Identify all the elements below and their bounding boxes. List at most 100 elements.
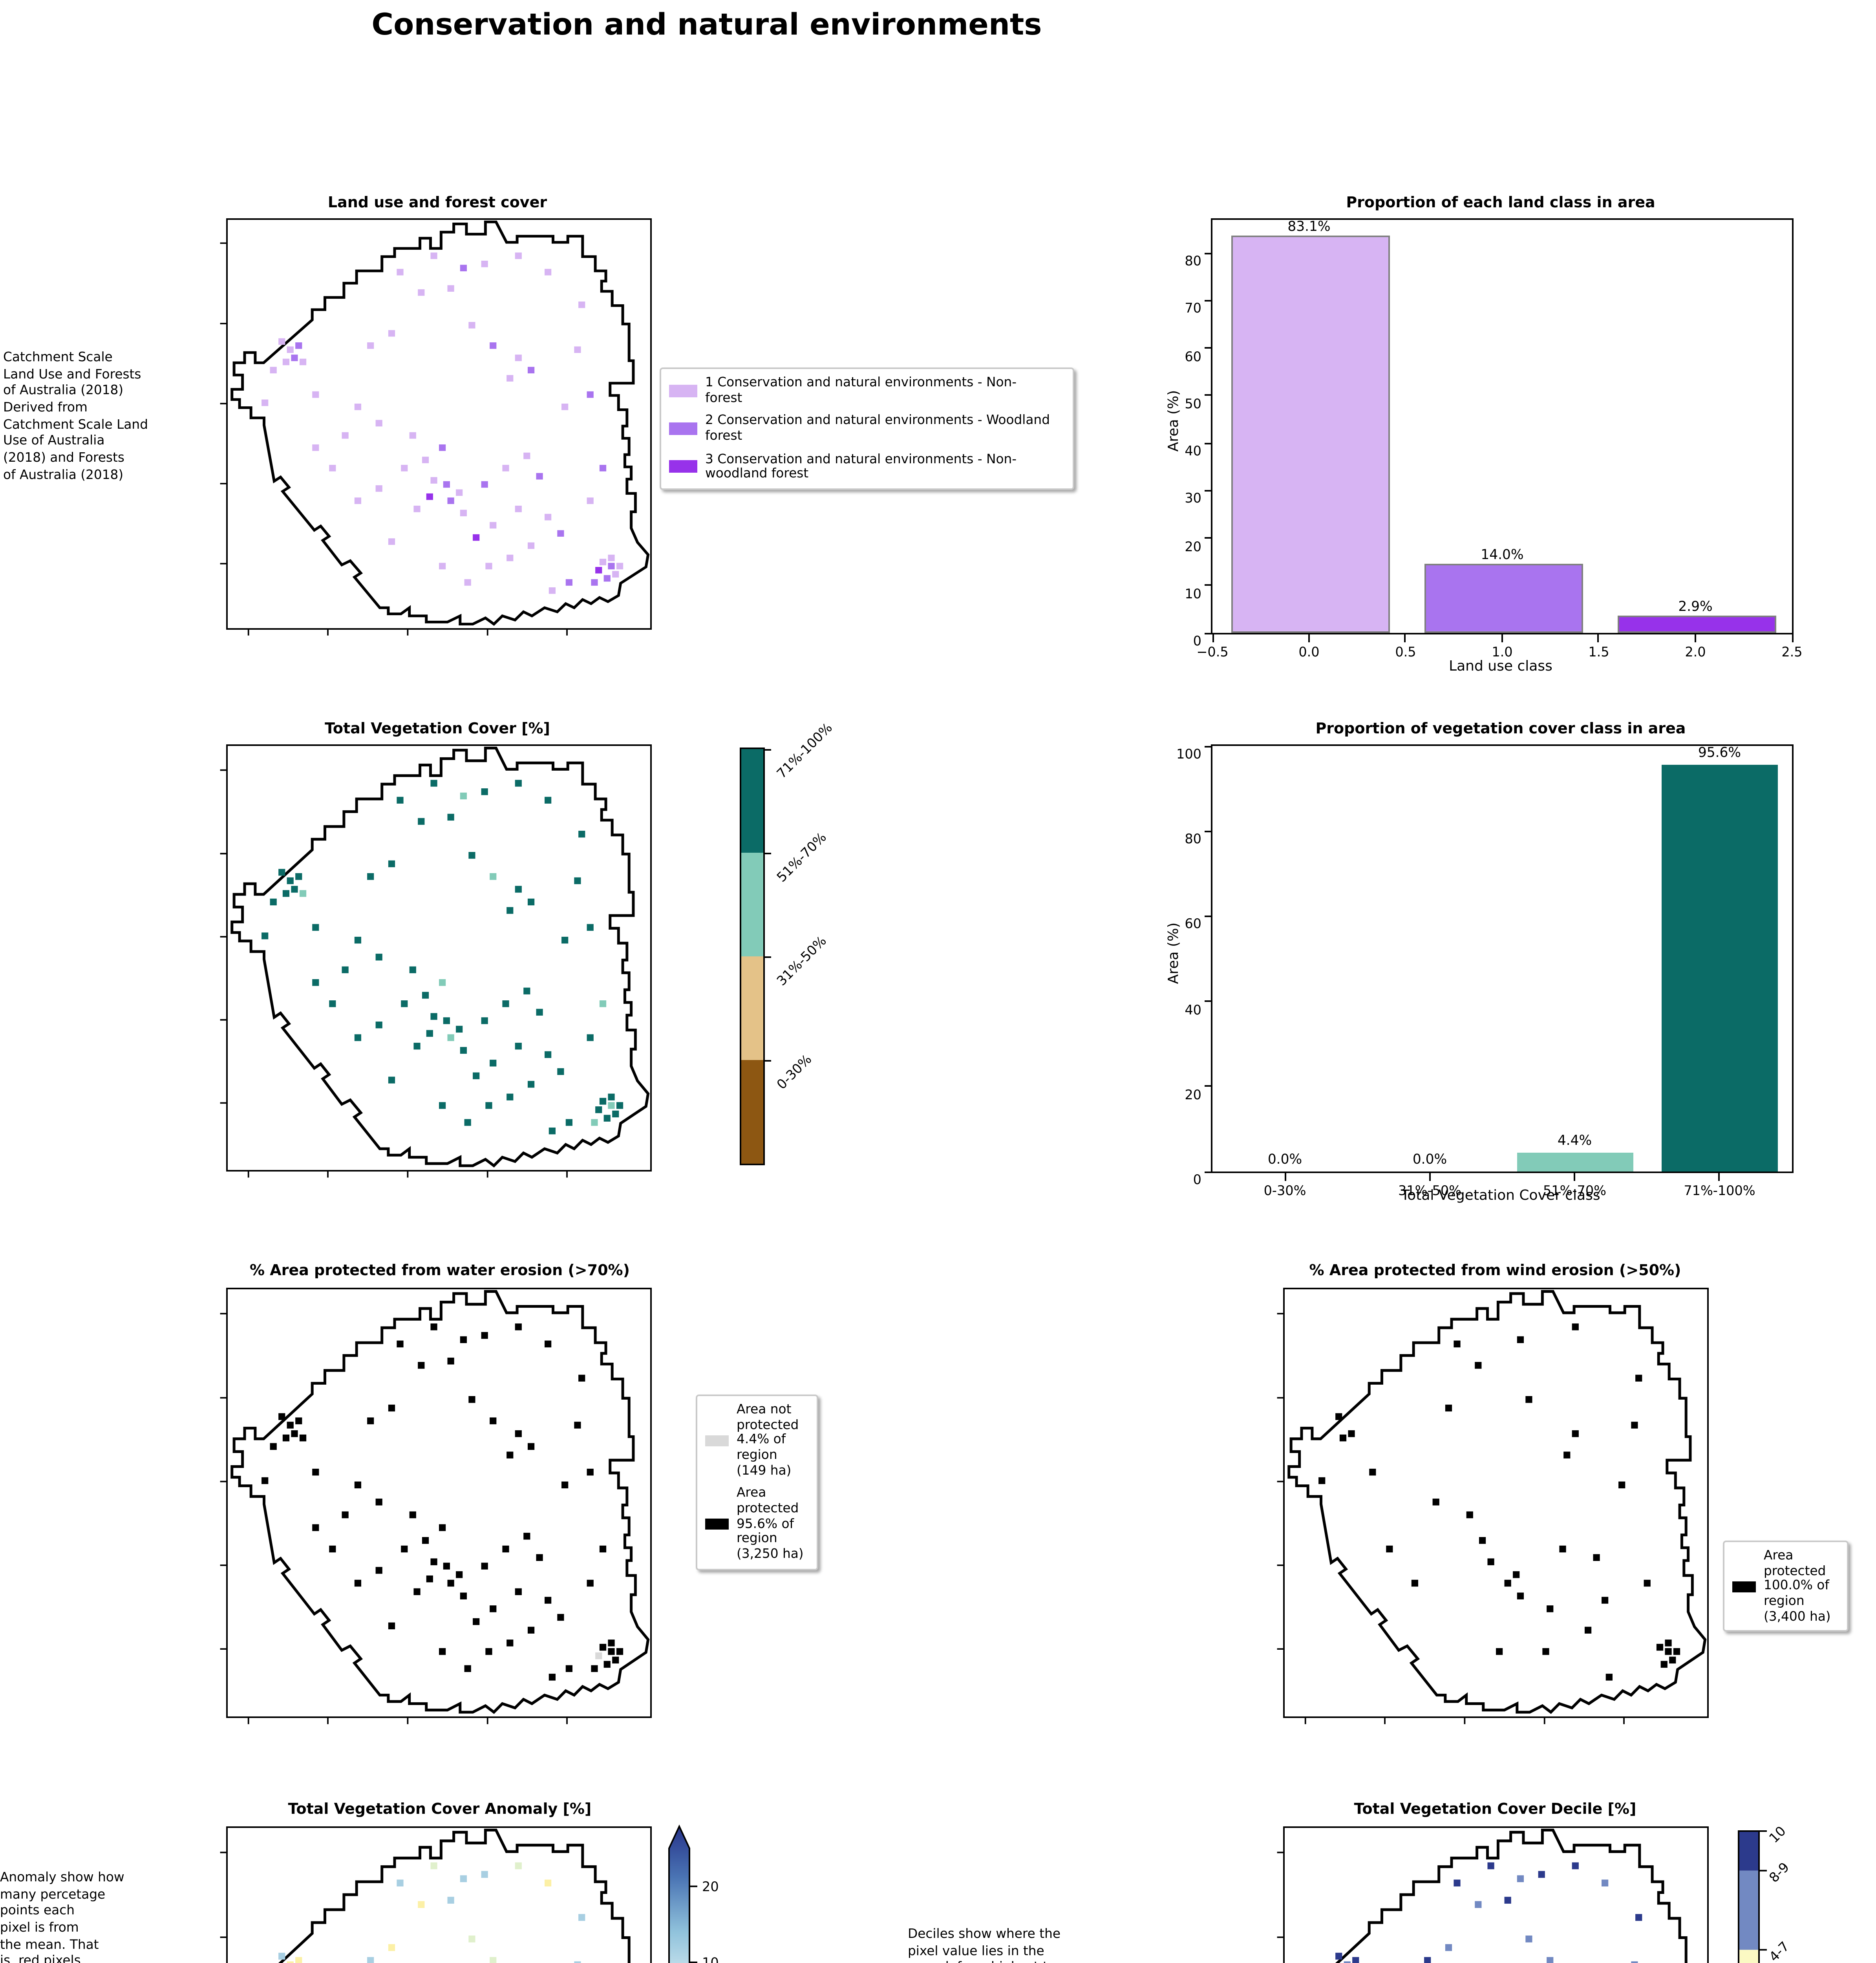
map-pixel xyxy=(375,1022,382,1029)
map-pixel xyxy=(1563,1451,1571,1459)
map-pixel xyxy=(468,1396,475,1403)
map-pixel xyxy=(460,1047,467,1054)
map-pixel xyxy=(464,1665,471,1672)
map-pixel xyxy=(485,1648,492,1655)
map-pixel xyxy=(616,563,624,570)
anomaly-map-title: Total Vegetation Cover Anomaly [%] xyxy=(288,1801,592,1819)
legend-label: 3 Conservation and natural environments … xyxy=(705,450,1017,481)
map-pixel xyxy=(502,1545,509,1553)
map-canvas xyxy=(1277,1828,1688,1963)
x-tick-label: 71%-100% xyxy=(1684,1183,1755,1198)
map-pixel xyxy=(599,1545,607,1553)
veg-map xyxy=(220,744,652,1178)
decile-note: Deciles show where the pixel value lies … xyxy=(908,1925,1061,1963)
map-pixel xyxy=(1386,1545,1393,1553)
legend-item: Area protected 100.0% of region (3,400 h… xyxy=(1732,1547,1839,1624)
colorbar-label: 0-30% xyxy=(773,1051,815,1093)
map-pixel xyxy=(523,1533,530,1540)
map-pixel xyxy=(278,338,285,345)
map-pixel xyxy=(312,979,319,986)
water-map-title: % Area protected from water erosion (>70… xyxy=(249,1263,630,1280)
map-pixel xyxy=(578,1914,585,1921)
map-pixel xyxy=(515,506,522,512)
map-pixel xyxy=(464,579,471,586)
map-pixel xyxy=(443,481,450,488)
map-pixel xyxy=(545,1340,552,1347)
map-pixel xyxy=(1454,1879,1461,1887)
map-pixel xyxy=(1487,1862,1494,1870)
map-pixel xyxy=(608,554,615,561)
legend-item: 2 Conservation and natural environments … xyxy=(669,412,1065,444)
bar-value-label: 14.0% xyxy=(1481,547,1524,563)
map-pixel xyxy=(481,788,488,795)
map-pixel xyxy=(603,575,611,582)
map-pixel xyxy=(1513,1571,1520,1578)
map-pixel xyxy=(397,269,404,276)
map-pixel xyxy=(574,877,581,885)
map-pixel xyxy=(473,534,480,541)
map-pixel xyxy=(426,493,433,500)
map-pixel xyxy=(1352,1957,1359,1963)
map-pixel xyxy=(595,567,602,574)
landuse-chart-title: Proportion of each land class in area xyxy=(1346,195,1655,212)
map-pixel xyxy=(1517,1592,1524,1599)
map-pixel xyxy=(312,1468,319,1476)
bar-value-label: 0.0% xyxy=(1412,1153,1447,1168)
colorbar-label: 31%-50% xyxy=(773,932,830,989)
legend-label: 1 Conservation and natural environments … xyxy=(705,374,1017,405)
map-pixel xyxy=(578,831,585,838)
map-pixel xyxy=(515,252,522,259)
x-tick-label: 1.0 xyxy=(1492,644,1513,660)
map-pixel xyxy=(460,1875,467,1883)
map-pixel xyxy=(523,987,530,994)
map-pixel xyxy=(261,932,269,939)
map-pixel xyxy=(354,937,362,944)
map-pixel xyxy=(1602,1879,1609,1887)
bar xyxy=(1425,563,1583,633)
x-tick-label: 0.5 xyxy=(1395,644,1416,660)
map-pixel xyxy=(388,538,395,545)
map-pixel xyxy=(354,1034,362,1041)
map-pixel xyxy=(1660,1661,1668,1668)
map-pixel xyxy=(536,1554,543,1561)
map-pixel xyxy=(506,1451,514,1459)
x-tick-label: 0-30% xyxy=(1263,1183,1306,1198)
map-pixel xyxy=(561,1481,569,1489)
map-pixel xyxy=(545,1051,552,1058)
x-tick-label: 2.5 xyxy=(1781,644,1803,660)
map-pixel xyxy=(557,1614,564,1621)
x-tick-label: 0.0 xyxy=(1298,644,1320,660)
map-pixel xyxy=(287,1422,294,1429)
map-pixel xyxy=(481,1017,488,1024)
map-pixel xyxy=(557,530,564,537)
page-title: Conservation and natural environments xyxy=(371,8,1042,42)
map-pixel xyxy=(549,1128,556,1135)
map-pixel xyxy=(287,346,294,353)
map-pixel xyxy=(261,399,269,406)
map-pixel xyxy=(1424,1957,1431,1963)
map-pixel xyxy=(270,367,277,374)
map-pixel xyxy=(354,1579,362,1587)
map-pixel xyxy=(574,1961,581,1963)
map-pixel xyxy=(608,1648,615,1655)
map-pixel xyxy=(460,1336,467,1343)
map-pixel xyxy=(447,497,454,504)
map-pixel xyxy=(612,571,619,578)
legend-swatch xyxy=(1732,1581,1756,1592)
map-pixel xyxy=(490,522,497,529)
veg-chart-title: Proportion of vegetation cover class in … xyxy=(1315,721,1686,738)
map-pixel xyxy=(481,481,488,488)
map-pixel xyxy=(1673,1648,1680,1655)
map-pixel xyxy=(549,587,556,594)
map-pixel xyxy=(616,1648,624,1655)
legend-swatch xyxy=(669,422,697,435)
map-pixel xyxy=(587,391,594,398)
map-pixel xyxy=(1656,1644,1664,1651)
map-pixel xyxy=(295,342,302,349)
map-pixel xyxy=(612,1110,619,1118)
map-pixel xyxy=(401,1000,408,1007)
map-pixel xyxy=(1517,1875,1524,1883)
map-pixel xyxy=(430,252,437,259)
map-pixel xyxy=(608,1102,615,1109)
map-pixel xyxy=(502,1000,509,1007)
